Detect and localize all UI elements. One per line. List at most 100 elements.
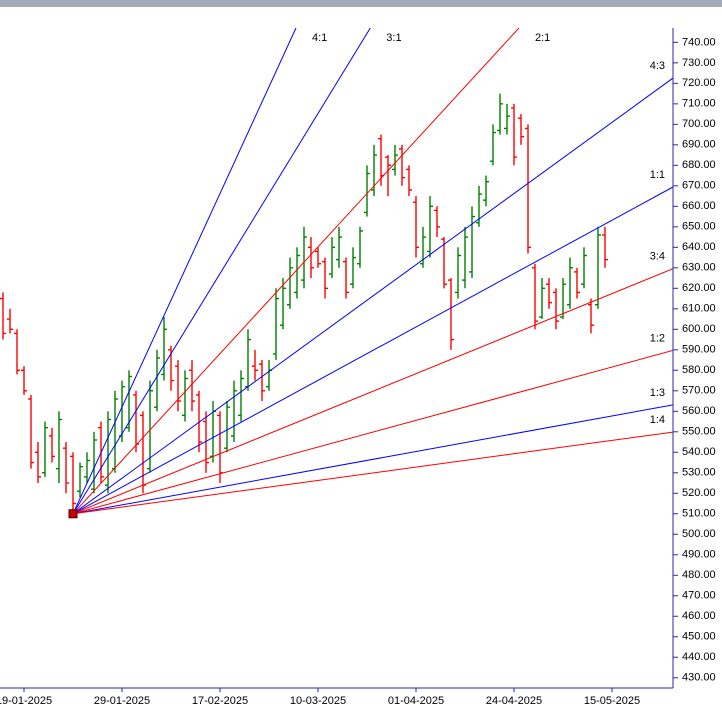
top-bar xyxy=(0,0,722,7)
y-tick-label: 670.00 xyxy=(682,180,716,192)
ohlc-bar xyxy=(35,442,41,484)
ohlc-bar xyxy=(294,247,300,299)
fan-label: 1:2 xyxy=(650,332,665,344)
y-tick-label: 590.00 xyxy=(682,344,716,356)
y-tick-label: 560.00 xyxy=(682,405,716,417)
y-tick-label: 540.00 xyxy=(682,446,716,458)
ohlc-bar xyxy=(238,370,244,422)
ohlc-bar xyxy=(91,431,97,494)
ohlc-bar xyxy=(105,411,111,494)
ohlc-bar xyxy=(350,247,356,289)
y-tick-label: 660.00 xyxy=(682,200,716,212)
ohlc-bar xyxy=(427,196,433,258)
fan-origin xyxy=(68,509,78,519)
x-tick-label: 19-01-2025 xyxy=(0,695,52,707)
y-tick-label: 450.00 xyxy=(682,631,716,643)
y-tick-label: 570.00 xyxy=(682,385,716,397)
ohlc-bar xyxy=(161,317,167,381)
ohlc-bar xyxy=(406,165,412,197)
ohlc-bar xyxy=(476,185,482,227)
ohlc-bar xyxy=(329,237,335,279)
ohlc-bar xyxy=(301,226,307,289)
y-tick-label: 500.00 xyxy=(682,528,716,540)
ohlc-bar xyxy=(420,226,426,268)
y-tick-label: 600.00 xyxy=(682,323,716,335)
fan-line xyxy=(72,349,673,515)
ohlc-bar xyxy=(539,278,545,320)
ohlc-bar xyxy=(21,366,27,395)
fan-line xyxy=(72,77,673,515)
ohlc-bar xyxy=(224,401,230,453)
y-tick-label: 440.00 xyxy=(682,651,716,663)
x-tick-label: 15-05-2025 xyxy=(584,695,640,707)
ohlc-bar xyxy=(385,155,391,197)
y-tick-label: 690.00 xyxy=(682,139,716,151)
y-tick-label: 550.00 xyxy=(682,426,716,438)
x-tick-label: 24-04-2025 xyxy=(486,695,542,707)
ohlc-bar xyxy=(273,288,279,361)
ohlc-bar xyxy=(511,103,517,166)
ohlc-bar xyxy=(49,427,55,463)
ohlc-bar xyxy=(588,298,594,334)
ohlc-bar xyxy=(546,278,552,309)
ohlc-bar xyxy=(175,360,181,412)
y-tick-label: 730.00 xyxy=(682,57,716,69)
ohlc-bar xyxy=(490,124,496,166)
ohlc-bar xyxy=(581,247,587,289)
ohlc-bar xyxy=(84,452,90,484)
plot-area xyxy=(0,28,673,515)
ohlc-bar xyxy=(42,421,48,477)
ohlc-bar xyxy=(364,165,370,217)
ohlc-bar xyxy=(357,226,363,268)
ohlc-bar xyxy=(497,93,503,135)
ohlc-bar xyxy=(392,144,398,176)
ohlc-bar xyxy=(413,196,419,258)
ohlc-bar xyxy=(462,226,468,289)
ohlc-bar xyxy=(504,103,510,135)
y-tick-label: 460.00 xyxy=(682,610,716,622)
fan-label: 1:1 xyxy=(650,169,665,181)
y-tick-label: 710.00 xyxy=(682,98,716,110)
ohlc-bar xyxy=(441,237,447,289)
y-tick-label: 740.00 xyxy=(682,36,716,48)
y-tick-label: 720.00 xyxy=(682,77,716,89)
ohlc-bar xyxy=(448,278,454,350)
ohlc-bar xyxy=(259,360,265,402)
ohlc-bar xyxy=(553,288,559,330)
ohlc-bar xyxy=(574,267,580,299)
y-tick-label: 520.00 xyxy=(682,487,716,499)
ohlc-bar xyxy=(252,349,258,381)
ohlc-bar xyxy=(63,442,69,494)
fan-label: 1:4 xyxy=(650,414,665,426)
y-tick-label: 630.00 xyxy=(682,262,716,274)
y-tick-label: 510.00 xyxy=(682,508,716,520)
ohlc-bar xyxy=(77,462,83,498)
ohlc-bar xyxy=(525,124,531,254)
ohlc-bar xyxy=(455,247,461,299)
ohlc-bar xyxy=(287,257,293,309)
ohlc-bar xyxy=(0,292,6,340)
x-tick-label: 29-01-2025 xyxy=(94,695,150,707)
fan-label: 4:1 xyxy=(312,32,327,44)
x-tick-label: 17-02-2025 xyxy=(192,695,248,707)
y-tick-label: 490.00 xyxy=(682,549,716,561)
y-tick-label: 530.00 xyxy=(682,467,716,479)
x-tick-label: 10-03-2025 xyxy=(290,695,346,707)
ohlc-bar xyxy=(182,370,188,422)
ohlc-bar xyxy=(203,411,209,473)
ohlc-bar xyxy=(434,206,440,238)
y-tick-label: 650.00 xyxy=(682,221,716,233)
fan-line xyxy=(72,28,297,514)
ohlc-bar xyxy=(399,144,405,186)
fan-line xyxy=(72,28,520,515)
fan-line xyxy=(72,268,673,515)
ohlc-bar xyxy=(308,237,314,279)
ohlc-bar xyxy=(343,257,349,299)
y-tick-label: 700.00 xyxy=(682,118,716,130)
ohlc-bar xyxy=(595,226,601,309)
fan-line xyxy=(72,431,673,515)
fan-label: 4:3 xyxy=(650,60,665,72)
ohlc-bar xyxy=(315,247,321,268)
ohlc-bar xyxy=(371,144,377,197)
